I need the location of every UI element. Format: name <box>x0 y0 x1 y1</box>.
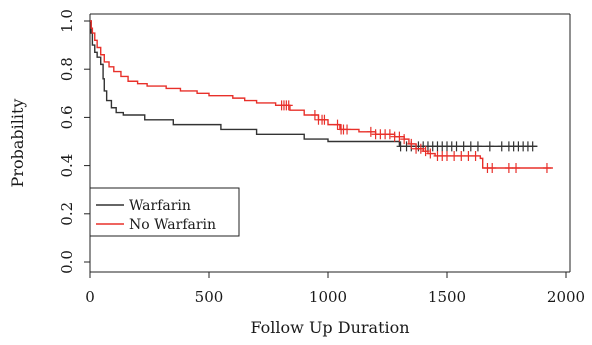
x-tick-label: 1000 <box>309 288 347 306</box>
x-tick-label: 500 <box>195 288 224 306</box>
censor-mark-no-warfarin <box>421 146 430 157</box>
x-tick-label: 1500 <box>428 288 466 306</box>
censor-mark-no-warfarin <box>395 131 404 142</box>
censor-mark-warfarin <box>452 141 461 152</box>
x-axis-title: Follow Up Duration <box>250 318 409 337</box>
censor-mark-no-warfarin <box>310 109 319 120</box>
censor-mark-no-warfarin <box>333 119 342 130</box>
y-axis-title: Probability <box>8 99 27 188</box>
censor-mark-no-warfarin <box>504 163 513 174</box>
y-tick-label: 1.0 <box>58 9 76 33</box>
y-tick-label: 0.4 <box>58 154 76 178</box>
censor-mark-no-warfarin <box>512 163 521 174</box>
y-tick-label: 0.2 <box>58 202 76 226</box>
censor-mark-no-warfarin <box>488 163 497 174</box>
km-curve-warfarin <box>90 20 538 148</box>
legend-label-no-warfarin: No Warfarin <box>129 217 216 233</box>
censor-mark-no-warfarin <box>366 126 375 137</box>
censor-mark-no-warfarin <box>450 150 459 161</box>
censor-mark-warfarin <box>466 141 475 152</box>
censor-mark-no-warfarin <box>443 150 451 161</box>
x-tick-label: 0 <box>85 288 95 306</box>
legend: Warfarin No Warfarin <box>89 187 240 237</box>
censor-mark-no-warfarin <box>407 138 416 149</box>
y-tick-label: 0.8 <box>58 57 76 81</box>
legend-label-warfarin: Warfarin <box>129 198 191 214</box>
censor-mark-warfarin <box>497 141 506 152</box>
censor-mark-no-warfarin <box>343 124 352 135</box>
series-no-warfarin <box>90 20 553 174</box>
censor-mark-warfarin <box>459 141 468 152</box>
x-axis-ticks: 0 500 1000 1500 2000 <box>85 272 585 306</box>
y-axis-ticks: 0.0 0.2 0.4 0.6 0.8 1.0 <box>58 9 90 274</box>
censor-mark-no-warfarin <box>426 148 435 159</box>
y-tick-label: 0.6 <box>58 105 76 129</box>
censor-mark-no-warfarin <box>542 163 551 174</box>
censor-mark-no-warfarin <box>464 150 473 161</box>
censor-mark-no-warfarin <box>385 129 394 140</box>
censor-mark-warfarin <box>485 141 494 152</box>
censor-mark-no-warfarin <box>416 143 425 154</box>
censor-mark-no-warfarin <box>320 114 329 125</box>
x-tick-label: 2000 <box>547 288 585 306</box>
series-layer <box>90 20 553 174</box>
censor-mark-no-warfarin <box>457 150 466 161</box>
censor-mark-warfarin <box>528 141 537 152</box>
censor-mark-warfarin <box>473 141 482 152</box>
censor-mark-no-warfarin <box>284 100 293 111</box>
legend-box <box>89 187 240 237</box>
censor-mark-no-warfarin <box>400 134 409 145</box>
y-tick-label: 0.0 <box>58 250 76 274</box>
censor-mark-no-warfarin <box>471 150 480 161</box>
series-warfarin <box>90 20 538 152</box>
